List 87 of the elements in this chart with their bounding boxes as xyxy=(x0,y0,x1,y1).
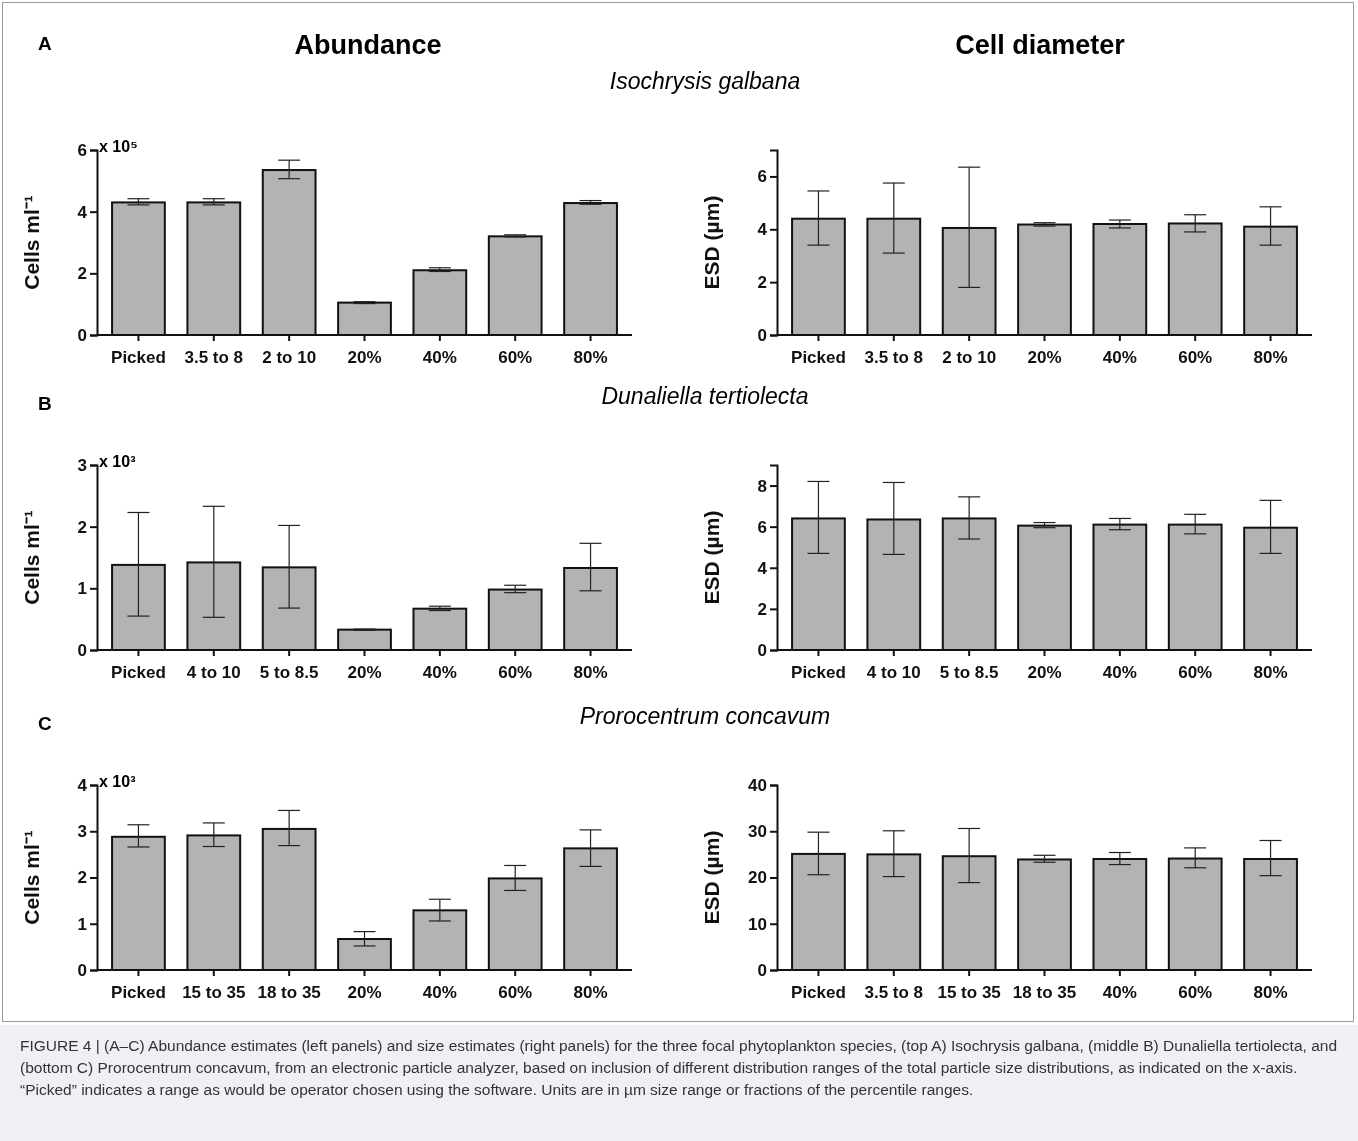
y-tick-label: 0 xyxy=(77,325,87,345)
y-tick-label: 4 xyxy=(757,558,768,578)
y-tick-label: 2 xyxy=(757,599,767,619)
y-tick-label: 6 xyxy=(757,167,767,187)
x-tick-label: 60% xyxy=(1178,662,1213,682)
x-tick-label: Picked xyxy=(111,662,166,682)
x-tick-label: Picked xyxy=(791,662,846,682)
x-tick-label: 2 to 10 xyxy=(262,347,317,367)
y-axis-title: ESD (µm) xyxy=(700,830,723,925)
y-tick-label: 8 xyxy=(757,476,767,496)
x-tick-label: 18 to 35 xyxy=(257,982,321,1002)
y-tick-label: 1 xyxy=(77,914,87,934)
x-tick-label: 5 to 8.5 xyxy=(939,662,999,682)
y-axis-title: Cells ml⁻¹ xyxy=(20,830,43,925)
x-tick-label: 15 to 35 xyxy=(937,982,1001,1002)
x-tick-label: Picked xyxy=(791,982,846,1002)
y-tick-label: 3 xyxy=(77,822,87,842)
x-tick-label: 80% xyxy=(1253,347,1288,367)
y-axis-title: Cells ml⁻¹ xyxy=(20,195,43,290)
text: Dunaliella tertiolecta xyxy=(601,383,809,410)
x-tick-label: 5 to 8.5 xyxy=(259,662,319,682)
x-tick-label: 80% xyxy=(573,662,608,682)
y-tick-label: 0 xyxy=(757,960,767,980)
text: C xyxy=(38,713,52,735)
x-tick-label: 60% xyxy=(498,662,533,682)
y-tick-label: 2 xyxy=(77,264,87,284)
x-tick-label: 18 to 35 xyxy=(1012,982,1077,1002)
chart-title: Abundance xyxy=(294,30,442,61)
x-tick-label: 80% xyxy=(1253,662,1288,682)
text: Prorocentrum concavum xyxy=(579,703,831,730)
y-tick-label: 1 xyxy=(77,579,87,599)
y-tick-label: 0 xyxy=(757,640,767,660)
x-tick-label: 3.5 to 8 xyxy=(864,982,924,1002)
x-tick-label: 80% xyxy=(573,982,608,1002)
x-tick-label: 4 to 10 xyxy=(186,662,241,682)
chart-title: Cell diameter xyxy=(955,30,1125,61)
x-tick-label: 60% xyxy=(1178,347,1213,367)
x-tick-label: 15 to 35 xyxy=(182,982,246,1002)
x-tick-label: 20% xyxy=(1027,347,1062,367)
x-tick-label: 4 to 10 xyxy=(866,662,921,682)
y-tick-label: 4 xyxy=(77,202,88,222)
x-tick-label: 60% xyxy=(1178,982,1213,1002)
y-tick-label: 0 xyxy=(757,325,767,345)
x-tick-label: 40% xyxy=(1102,982,1137,1002)
y-tick-label: 6 xyxy=(77,140,87,160)
y-tick-label: 4 xyxy=(757,220,768,240)
x-tick-label: Picked xyxy=(791,347,846,367)
y-axis-title: ESD (µm) xyxy=(700,510,723,605)
y-tick-label: 4 xyxy=(77,775,88,795)
y-tick-label: 2 xyxy=(757,273,767,293)
y-tick-label: 0 xyxy=(77,640,87,660)
x-tick-label: Picked xyxy=(111,347,166,367)
x-tick-label: 60% xyxy=(498,347,533,367)
y-tick-label: 10 xyxy=(748,914,767,934)
x-tick-label: 20% xyxy=(347,982,382,1002)
annotation: x 10³ xyxy=(99,773,136,790)
x-tick-label: 60% xyxy=(498,982,533,1002)
y-axis-title: ESD (µm) xyxy=(700,195,723,290)
y-tick-label: 30 xyxy=(748,822,767,842)
x-tick-label: 3.5 to 8 xyxy=(864,347,924,367)
annotation: x 10⁵ xyxy=(99,138,138,155)
y-tick-label: 2 xyxy=(77,517,87,537)
caption: FIGURE 4 | (A–C) Abundance estimates (left panels) and size estimates (right panels) for the three focal phytoplankton species, (top A) Isochrysis galbana, (middle B) Dunaliella tertiolecta, and (bottom C) Prorocentrum concavum, from an electronic particle analyzer, based on inclusion of different distribution ranges of the total particle size distributions, as indicated on the x-axis. “Picked” indicates a range as would be operator chosen using the software. Units are in µm size range or fractions of the percentile ranges. xyxy=(0,1025,1358,1141)
x-tick-label: 80% xyxy=(1253,982,1288,1002)
x-tick-label: 40% xyxy=(422,347,457,367)
x-tick-label: Picked xyxy=(111,982,166,1002)
x-tick-label: 20% xyxy=(347,662,382,682)
text: B xyxy=(38,393,52,415)
y-axis-title: Cells ml⁻¹ xyxy=(20,510,43,605)
y-tick-label: 20 xyxy=(748,868,767,888)
y-tick-label: 2 xyxy=(77,868,87,888)
x-tick-label: 2 to 10 xyxy=(942,347,997,367)
annotation: x 10³ xyxy=(99,453,136,470)
text: A xyxy=(38,33,52,55)
x-tick-label: 80% xyxy=(573,347,608,367)
x-tick-label: 20% xyxy=(1027,662,1062,682)
text: Isochrysis galbana xyxy=(609,68,801,95)
x-tick-label: 40% xyxy=(1102,662,1137,682)
y-tick-label: 0 xyxy=(77,960,87,980)
y-tick-label: 40 xyxy=(748,775,767,795)
x-tick-label: 20% xyxy=(347,347,382,367)
x-tick-label: 40% xyxy=(1102,347,1137,367)
x-tick-label: 40% xyxy=(422,662,457,682)
x-tick-label: 40% xyxy=(422,982,457,1002)
x-tick-label: 3.5 to 8 xyxy=(184,347,244,367)
y-tick-label: 6 xyxy=(757,517,767,537)
y-tick-label: 3 xyxy=(77,455,87,475)
